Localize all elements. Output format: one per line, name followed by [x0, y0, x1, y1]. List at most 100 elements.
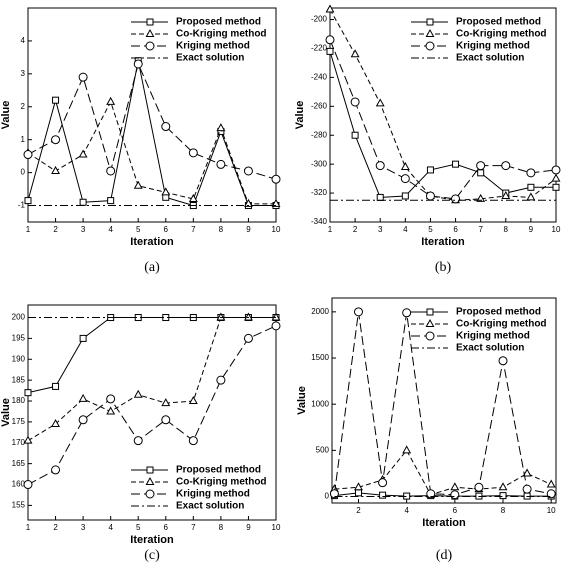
y-tick-label: -240: [311, 73, 328, 82]
y-tick-label: -340: [311, 217, 328, 226]
series-line: [27, 317, 276, 394]
marker: [552, 183, 560, 191]
x-tick-label: 4: [404, 506, 409, 515]
marker: [79, 198, 87, 206]
x-tick-label: 5: [136, 523, 141, 532]
marker: [161, 415, 171, 425]
marker: [426, 166, 434, 174]
caption: (c): [144, 548, 160, 563]
marker: [106, 394, 116, 404]
marker: [243, 166, 253, 176]
y-tick-label: -260: [311, 101, 328, 110]
x-axis-title: Iteration: [130, 534, 174, 546]
plot-frame: [329, 7, 557, 223]
caption: (a): [144, 260, 160, 275]
y-tick-label: 0: [325, 492, 330, 501]
marker: [401, 192, 409, 200]
marker: [146, 466, 154, 474]
marker: [476, 193, 486, 202]
legend-label: Exact solution: [456, 53, 524, 64]
marker: [551, 165, 561, 175]
marker: [425, 191, 435, 201]
x-tick-label: 5: [136, 225, 141, 234]
y-tick-label: 0: [21, 168, 26, 177]
x-tick-label: 6: [453, 506, 458, 515]
marker: [216, 123, 226, 132]
legend-label: Co-Kriging method: [456, 29, 547, 40]
y-tick-label: 1500: [311, 353, 329, 362]
y-tick-label: -280: [311, 130, 328, 139]
marker: [551, 173, 561, 182]
series-line: [333, 311, 552, 496]
x-axis-title: Iteration: [422, 517, 466, 529]
legend-label: Proposed method: [456, 307, 541, 318]
marker: [426, 18, 434, 26]
marker: [450, 490, 460, 500]
marker: [375, 161, 385, 171]
series-line: [27, 317, 276, 442]
marker: [498, 356, 508, 366]
marker: [271, 312, 281, 321]
marker: [425, 318, 435, 327]
marker: [133, 180, 143, 189]
marker: [501, 161, 511, 171]
x-tick-label: 4: [108, 523, 113, 532]
marker: [501, 190, 511, 199]
marker: [329, 489, 339, 499]
y-tick-label: 2000: [311, 307, 329, 316]
x-tick-label: 6: [164, 225, 169, 234]
marker: [477, 169, 485, 177]
marker: [24, 389, 32, 397]
legend-label: Kriging method: [176, 489, 250, 500]
marker: [243, 198, 253, 207]
x-tick-label: 6: [164, 523, 169, 532]
x-tick-label: 2: [53, 523, 58, 532]
marker: [379, 491, 387, 499]
legend-label: Co-Kriging method: [176, 477, 267, 488]
series-line: [27, 100, 276, 205]
x-tick-label: 10: [272, 523, 281, 532]
x-tick-label: 7: [191, 523, 196, 532]
series-line: [329, 39, 557, 200]
x-tick-label: 2: [353, 225, 358, 234]
y-tick-label: 160: [12, 480, 26, 489]
marker: [23, 480, 33, 490]
marker: [188, 148, 198, 158]
series-line: [334, 492, 552, 497]
marker: [133, 389, 143, 398]
x-tick-label: 8: [501, 506, 506, 515]
legend-label: Proposed method: [456, 17, 541, 28]
marker: [51, 165, 61, 174]
legend-label: Kriging method: [176, 41, 250, 52]
marker: [161, 187, 171, 196]
x-tick-label: 7: [191, 225, 196, 234]
marker: [526, 168, 536, 178]
x-tick-label: 7: [478, 225, 483, 234]
legend-label: Proposed method: [176, 17, 261, 28]
marker: [452, 160, 460, 168]
marker: [52, 382, 60, 390]
marker: [78, 415, 88, 425]
y-tick-label: -320: [311, 188, 328, 197]
y-tick-label: 175: [12, 417, 26, 426]
x-tick-label: 8: [219, 225, 224, 234]
x-tick-label: 1: [328, 225, 333, 234]
marker: [425, 41, 435, 51]
x-tick-label: 10: [552, 225, 561, 234]
plot-frame: [27, 7, 277, 223]
legend-label: Kriging method: [456, 41, 530, 52]
marker: [145, 28, 155, 37]
legend-label: Exact solution: [176, 501, 244, 512]
marker: [476, 161, 486, 171]
x-tick-label: 2: [356, 506, 361, 515]
legend-label: Co-Kriging method: [176, 29, 267, 40]
marker: [79, 334, 87, 342]
x-tick-label: 9: [529, 225, 534, 234]
marker: [78, 149, 88, 158]
x-tick-label: 5: [428, 225, 433, 234]
y-tick-label: 4: [21, 36, 26, 45]
y-tick-label: -1: [18, 201, 26, 210]
y-tick-label: 170: [12, 438, 26, 447]
marker: [52, 96, 60, 104]
